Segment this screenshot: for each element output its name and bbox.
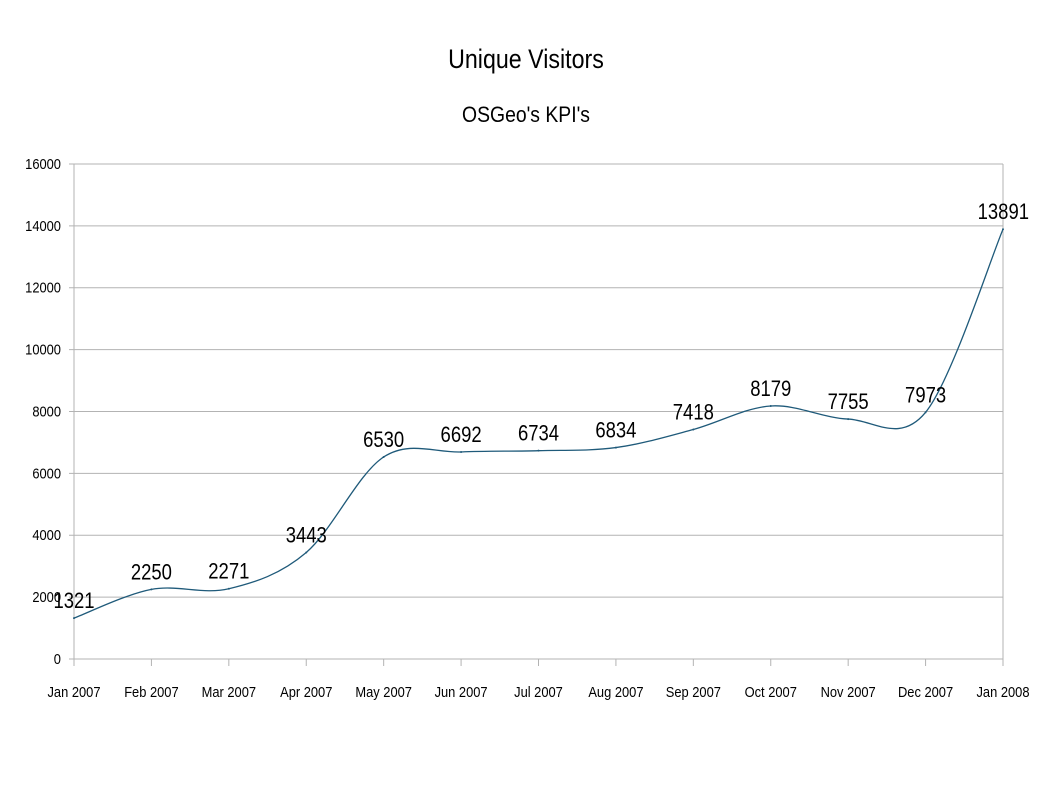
- y-tick-label: 10000: [25, 341, 61, 358]
- data-point: [537, 449, 540, 452]
- data-point: [305, 551, 308, 554]
- data-point: [460, 450, 463, 453]
- x-tick-label: Sep 2007: [666, 683, 721, 700]
- data-label: 1321: [53, 590, 94, 614]
- y-tick-label: 4000: [32, 526, 61, 543]
- data-label: 8179: [750, 378, 791, 402]
- x-tick-label: May 2007: [355, 683, 412, 700]
- chart-subtitle: OSGeo's KPI's: [462, 102, 590, 127]
- data-point: [1002, 228, 1004, 231]
- x-tick-label: Jun 2007: [435, 683, 488, 700]
- y-tick-label: 12000: [25, 279, 61, 296]
- data-label: 7973: [905, 384, 946, 408]
- x-axis-ticks: Jan 2007 Feb 2007 Mar 2007 Apr 2007 May 2007…: [47, 659, 1030, 700]
- data-label: 7755: [828, 391, 869, 415]
- x-tick-label: Dec 2007: [898, 683, 953, 700]
- x-tick-label: Jan 2007: [47, 683, 100, 700]
- data-label: 6692: [441, 424, 482, 448]
- x-tick-label: Aug 2007: [588, 683, 643, 700]
- x-tick-label: Apr 2007: [280, 683, 332, 700]
- gridlines: [74, 163, 1003, 660]
- data-point: [614, 446, 617, 449]
- x-tick-label: Jul 2007: [514, 683, 563, 700]
- y-tick-label: 6000: [32, 464, 61, 481]
- y-tick-label: 2000: [32, 588, 61, 605]
- y-tick-label: 0: [54, 650, 61, 667]
- data-label: 6530: [363, 429, 404, 453]
- data-labels: 1321 2250 2271 3443 6530 6692 6734 6834 7418 8179…: [53, 201, 1029, 614]
- x-tick-label: Mar 2007: [202, 683, 257, 700]
- data-point: [73, 617, 75, 620]
- data-label: 7418: [673, 401, 714, 425]
- data-point: [924, 411, 927, 414]
- data-label: 6834: [595, 419, 636, 443]
- data-point: [769, 404, 772, 407]
- y-tick-label: 16000: [25, 155, 61, 172]
- chart-title: Unique Visitors: [448, 44, 604, 74]
- x-tick-label: Oct 2007: [745, 683, 797, 700]
- data-point: [847, 418, 850, 421]
- x-tick-label: Nov 2007: [821, 683, 876, 700]
- data-label: 6734: [518, 422, 559, 446]
- data-point: [150, 588, 153, 591]
- series-line: [73, 228, 1004, 619]
- y-axis-ticks: 0 2000 4000 6000 8000 10000 12000 14000 16000: [25, 155, 74, 667]
- x-tick-label: Jan 2008: [976, 683, 1029, 700]
- y-tick-label: 14000: [25, 217, 61, 234]
- x-tick-label: Feb 2007: [124, 683, 179, 700]
- series: [73, 228, 1004, 620]
- data-label: 3443: [286, 524, 327, 548]
- data-point: [382, 455, 385, 458]
- data-label: 2271: [208, 560, 249, 584]
- data-point: [227, 587, 230, 590]
- data-label: 13891: [978, 201, 1029, 225]
- y-tick-label: 8000: [32, 403, 61, 420]
- data-point: [692, 428, 695, 431]
- data-label: 2250: [131, 561, 172, 585]
